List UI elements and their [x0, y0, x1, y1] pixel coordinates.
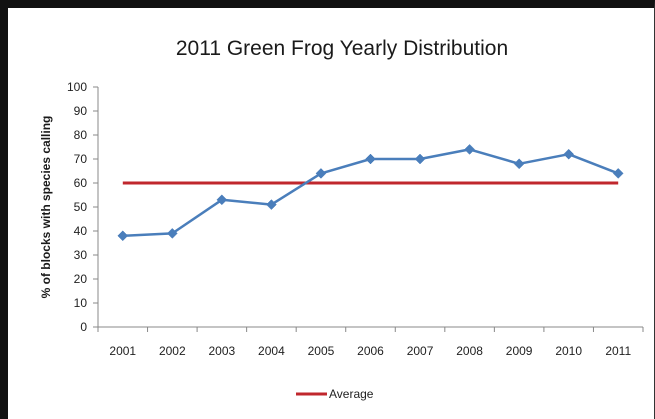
- y-tick-label: 80: [74, 128, 88, 142]
- data-point: [216, 194, 228, 206]
- y-tick-label: 40: [74, 224, 88, 238]
- x-tick-label: 2011: [605, 344, 631, 358]
- x-tick-label: 2006: [357, 344, 384, 358]
- y-axis-ticks: 0 10 20 30 40 50 60 70 80 90 100: [67, 80, 98, 334]
- data-point: [266, 199, 277, 210]
- chart-title: 2011 Green Frog Yearly Distribution: [176, 37, 508, 60]
- data-point: [315, 168, 327, 179]
- x-tick-label: 2005: [308, 344, 335, 358]
- x-tick-label: 2008: [456, 344, 483, 358]
- y-axis-label: % of blocks with species calling: [39, 116, 53, 299]
- x-tick-label: 2002: [159, 344, 186, 358]
- x-tick-label: 2003: [209, 344, 236, 358]
- data-point: [612, 168, 624, 179]
- legend: Average: [296, 387, 374, 401]
- x-tick-label: 2007: [407, 344, 434, 358]
- y-tick-label: 20: [74, 272, 88, 286]
- y-tick-label: 90: [74, 104, 88, 118]
- y-tick-label: 100: [67, 80, 87, 94]
- data-point: [365, 153, 376, 165]
- legend-label: Average: [329, 387, 374, 401]
- data-point: [117, 230, 129, 242]
- data-point: [563, 148, 575, 160]
- x-tick-label: 2001: [109, 344, 136, 358]
- y-tick-label: 10: [74, 296, 88, 310]
- data-point: [414, 153, 426, 165]
- x-axis-ticks: 2001 2002 2003 2004 2005 2006 2007 2008 2009 2010…: [97, 327, 644, 358]
- data-point: [513, 158, 525, 170]
- x-tick-label: 2010: [555, 344, 582, 358]
- x-tick-label: 2009: [506, 344, 533, 358]
- y-tick-label: 0: [80, 320, 87, 334]
- y-tick-label: 30: [74, 248, 88, 262]
- y-tick-label: 50: [74, 200, 88, 214]
- series-layer: [117, 144, 624, 242]
- data-point: [464, 144, 475, 155]
- data-point: [166, 228, 178, 239]
- x-tick-label: 2004: [258, 344, 285, 358]
- y-tick-label: 70: [74, 152, 88, 166]
- y-tick-label: 60: [74, 176, 88, 190]
